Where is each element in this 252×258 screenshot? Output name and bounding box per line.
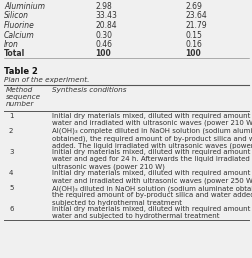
Text: 0.30: 0.30 (95, 30, 112, 39)
Text: 100: 100 (95, 50, 111, 59)
Text: 4: 4 (9, 170, 13, 176)
Text: Calcium: Calcium (4, 30, 35, 39)
Text: 21.79: 21.79 (185, 21, 207, 30)
Text: Silicon: Silicon (4, 12, 29, 20)
Text: Initial dry materials mixed, diluted with required amount of
water and irradiate: Initial dry materials mixed, diluted wit… (52, 113, 252, 126)
Text: 1: 1 (9, 113, 14, 119)
Text: Initial dry materials mixed, diluted with required amount of
water and subjected: Initial dry materials mixed, diluted wit… (52, 206, 252, 219)
Text: Plan of the experiment.: Plan of the experiment. (4, 77, 89, 83)
Text: Initial dry materials mixed, diluted with required amount of
water and aged for : Initial dry materials mixed, diluted wit… (52, 149, 252, 170)
Text: 2.98: 2.98 (95, 2, 112, 11)
Text: 33.43: 33.43 (95, 12, 117, 20)
Text: 20.84: 20.84 (95, 21, 117, 30)
Text: 0.16: 0.16 (185, 40, 202, 49)
Text: 6: 6 (9, 206, 14, 212)
Text: Table 2: Table 2 (4, 68, 38, 77)
Text: Total: Total (4, 50, 25, 59)
Text: Initial dry materials mixed, diluted with required amount of
water and irradiate: Initial dry materials mixed, diluted wit… (52, 170, 252, 184)
Text: Synthesis conditions: Synthesis conditions (52, 86, 127, 93)
Text: Iron: Iron (4, 40, 19, 49)
Text: Al(OH)₃ diluted in NaOH solution (sodium aluminate obtained),
the required amoun: Al(OH)₃ diluted in NaOH solution (sodium… (52, 185, 252, 206)
Text: 2.69: 2.69 (185, 2, 202, 11)
Text: Fluorine: Fluorine (4, 21, 35, 30)
Text: Method
sequence
number: Method sequence number (6, 86, 41, 108)
Text: 2: 2 (9, 128, 13, 134)
Text: 100: 100 (185, 50, 201, 59)
Text: 5: 5 (9, 185, 13, 191)
Text: 3: 3 (9, 149, 14, 155)
Text: 23.64: 23.64 (185, 12, 207, 20)
Text: Aluminium: Aluminium (4, 2, 45, 11)
Text: Al(OH)₃ complete diluted in NaOH solution (sodium aluminate
obtained), the requi: Al(OH)₃ complete diluted in NaOH solutio… (52, 128, 252, 149)
Text: 0.46: 0.46 (95, 40, 112, 49)
Text: 0.15: 0.15 (185, 30, 202, 39)
